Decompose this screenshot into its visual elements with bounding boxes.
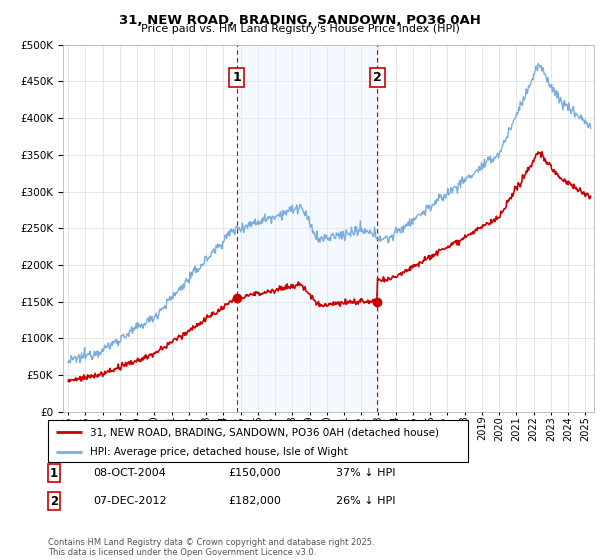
Text: 2: 2 — [373, 71, 382, 85]
Text: 37% ↓ HPI: 37% ↓ HPI — [336, 468, 395, 478]
Text: 07-DEC-2012: 07-DEC-2012 — [93, 496, 167, 506]
Text: 31, NEW ROAD, BRADING, SANDOWN, PO36 0AH: 31, NEW ROAD, BRADING, SANDOWN, PO36 0AH — [119, 14, 481, 27]
Text: 1: 1 — [50, 466, 58, 480]
Text: Price paid vs. HM Land Registry's House Price Index (HPI): Price paid vs. HM Land Registry's House … — [140, 24, 460, 34]
Text: £182,000: £182,000 — [228, 496, 281, 506]
Text: Contains HM Land Registry data © Crown copyright and database right 2025.
This d: Contains HM Land Registry data © Crown c… — [48, 538, 374, 557]
Text: £150,000: £150,000 — [228, 468, 281, 478]
Text: HPI: Average price, detached house, Isle of Wight: HPI: Average price, detached house, Isle… — [90, 447, 348, 458]
Text: 08-OCT-2004: 08-OCT-2004 — [93, 468, 166, 478]
FancyBboxPatch shape — [48, 420, 468, 462]
Text: 2: 2 — [50, 494, 58, 508]
Bar — [237, 45, 377, 412]
Text: 1: 1 — [232, 71, 241, 85]
Text: 31, NEW ROAD, BRADING, SANDOWN, PO36 0AH (detached house): 31, NEW ROAD, BRADING, SANDOWN, PO36 0AH… — [90, 428, 439, 437]
Text: 26% ↓ HPI: 26% ↓ HPI — [336, 496, 395, 506]
